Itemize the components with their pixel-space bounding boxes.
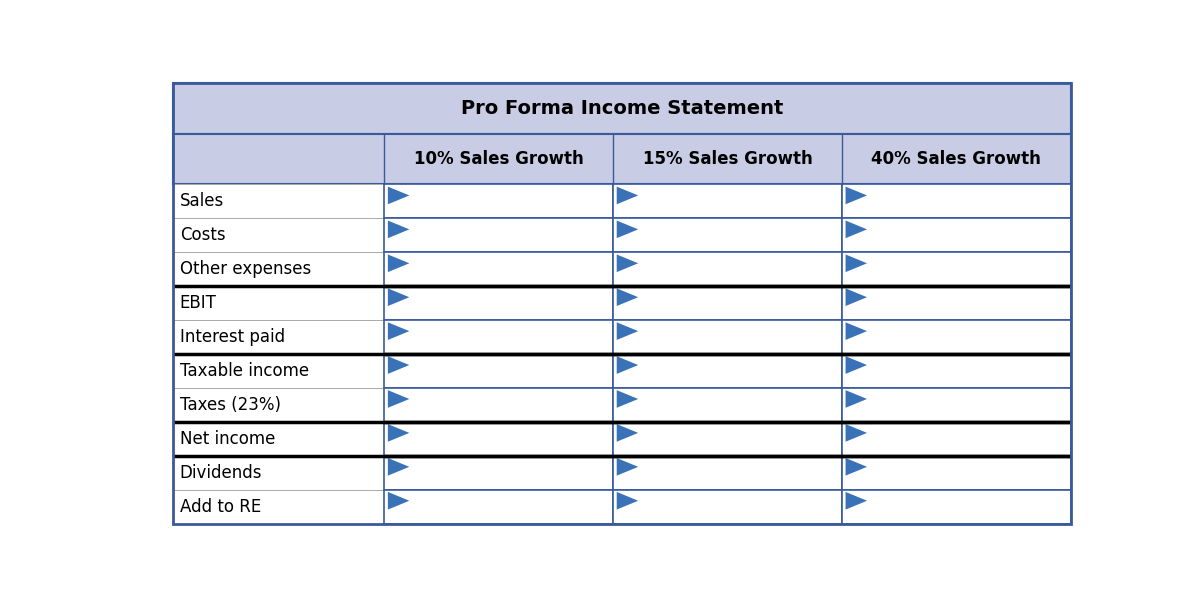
FancyBboxPatch shape: [842, 252, 1070, 286]
FancyBboxPatch shape: [173, 286, 384, 320]
Polygon shape: [846, 288, 868, 306]
FancyBboxPatch shape: [173, 83, 1070, 134]
FancyBboxPatch shape: [842, 354, 1070, 388]
Polygon shape: [846, 424, 868, 442]
FancyBboxPatch shape: [384, 354, 613, 388]
Polygon shape: [388, 254, 409, 272]
Polygon shape: [617, 288, 638, 306]
Polygon shape: [388, 288, 409, 306]
FancyBboxPatch shape: [384, 252, 613, 286]
FancyBboxPatch shape: [384, 388, 613, 422]
FancyBboxPatch shape: [613, 388, 842, 422]
Text: Interest paid: Interest paid: [180, 328, 284, 346]
Polygon shape: [388, 322, 409, 340]
Text: Pro Forma Income Statement: Pro Forma Income Statement: [461, 99, 784, 118]
Polygon shape: [846, 254, 868, 272]
FancyBboxPatch shape: [842, 184, 1070, 218]
Polygon shape: [388, 492, 409, 510]
FancyBboxPatch shape: [842, 320, 1070, 354]
FancyBboxPatch shape: [842, 456, 1070, 490]
FancyBboxPatch shape: [613, 320, 842, 354]
Text: 15% Sales Growth: 15% Sales Growth: [642, 150, 812, 168]
Polygon shape: [617, 221, 638, 238]
FancyBboxPatch shape: [842, 490, 1070, 523]
Polygon shape: [388, 221, 409, 238]
FancyBboxPatch shape: [613, 456, 842, 490]
Text: Other expenses: Other expenses: [180, 260, 311, 278]
FancyBboxPatch shape: [613, 252, 842, 286]
FancyBboxPatch shape: [842, 286, 1070, 320]
FancyBboxPatch shape: [613, 286, 842, 320]
FancyBboxPatch shape: [842, 388, 1070, 422]
Polygon shape: [846, 322, 868, 340]
Text: 40% Sales Growth: 40% Sales Growth: [871, 150, 1042, 168]
FancyBboxPatch shape: [384, 490, 613, 523]
FancyBboxPatch shape: [613, 490, 842, 523]
Polygon shape: [617, 492, 638, 510]
Text: Net income: Net income: [180, 430, 275, 448]
FancyBboxPatch shape: [384, 184, 613, 218]
Text: Taxable income: Taxable income: [180, 362, 308, 380]
Polygon shape: [388, 356, 409, 374]
Polygon shape: [846, 356, 868, 374]
FancyBboxPatch shape: [384, 422, 613, 456]
FancyBboxPatch shape: [384, 218, 613, 252]
FancyBboxPatch shape: [173, 252, 384, 286]
FancyBboxPatch shape: [842, 422, 1070, 456]
FancyBboxPatch shape: [384, 320, 613, 354]
Polygon shape: [846, 187, 868, 204]
Polygon shape: [846, 390, 868, 408]
Polygon shape: [617, 254, 638, 272]
Polygon shape: [617, 458, 638, 476]
FancyBboxPatch shape: [173, 320, 384, 354]
Polygon shape: [846, 492, 868, 510]
FancyBboxPatch shape: [384, 286, 613, 320]
Polygon shape: [617, 356, 638, 374]
FancyBboxPatch shape: [842, 218, 1070, 252]
Polygon shape: [388, 187, 409, 204]
Polygon shape: [617, 322, 638, 340]
FancyBboxPatch shape: [173, 184, 384, 218]
Text: Add to RE: Add to RE: [180, 498, 262, 516]
FancyBboxPatch shape: [173, 456, 384, 490]
FancyBboxPatch shape: [173, 354, 384, 388]
FancyBboxPatch shape: [613, 218, 842, 252]
Text: Sales: Sales: [180, 193, 224, 210]
Polygon shape: [617, 187, 638, 204]
Text: Dividends: Dividends: [180, 464, 263, 482]
Polygon shape: [846, 221, 868, 238]
FancyBboxPatch shape: [384, 456, 613, 490]
Polygon shape: [388, 458, 409, 476]
FancyBboxPatch shape: [173, 134, 1070, 184]
FancyBboxPatch shape: [613, 422, 842, 456]
Polygon shape: [617, 424, 638, 442]
Text: 10% Sales Growth: 10% Sales Growth: [414, 150, 583, 168]
FancyBboxPatch shape: [173, 388, 384, 422]
Text: Taxes (23%): Taxes (23%): [180, 396, 281, 414]
Polygon shape: [388, 424, 409, 442]
Polygon shape: [617, 390, 638, 408]
FancyBboxPatch shape: [173, 422, 384, 456]
Polygon shape: [388, 390, 409, 408]
FancyBboxPatch shape: [613, 354, 842, 388]
FancyBboxPatch shape: [173, 218, 384, 252]
Text: Costs: Costs: [180, 226, 226, 244]
FancyBboxPatch shape: [173, 490, 384, 523]
Polygon shape: [846, 458, 868, 476]
FancyBboxPatch shape: [613, 184, 842, 218]
Text: EBIT: EBIT: [180, 294, 217, 312]
